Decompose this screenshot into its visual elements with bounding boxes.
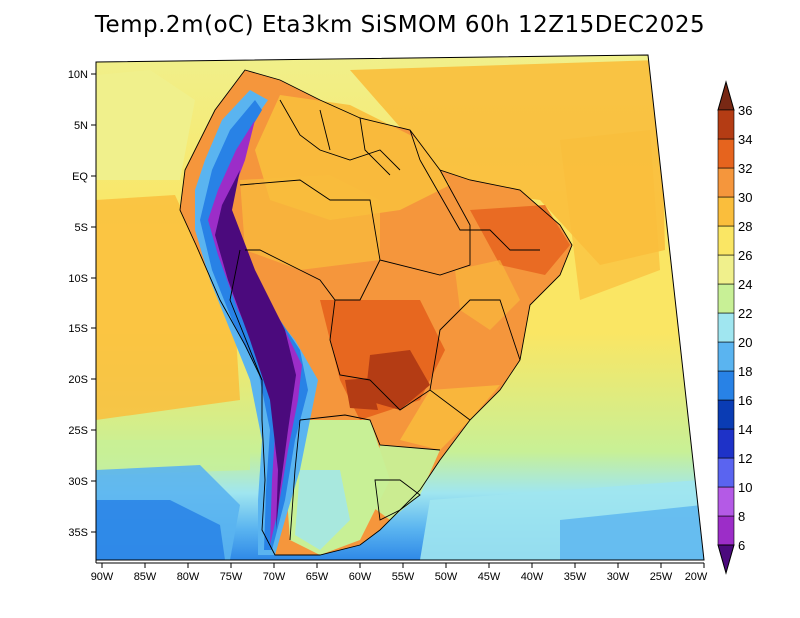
colorbar-label: 6 (738, 538, 745, 553)
lon-label: 80W (177, 571, 200, 583)
country-borders (179, 69, 573, 556)
colorbar-bin (717, 428, 735, 459)
colorbar-bin (717, 457, 735, 488)
colorbar-bin (717, 167, 735, 198)
lat-label: EQ (72, 171, 88, 183)
colorbar-bin (717, 138, 735, 169)
colorbar-bin (717, 515, 735, 546)
lat-label: 15S (68, 323, 88, 335)
colorbar-label: 12 (738, 451, 752, 466)
lat-label: 10N (68, 69, 88, 81)
lon-label: 30W (607, 571, 630, 583)
colorbar-label: 18 (738, 364, 752, 379)
lat-label: 30S (68, 476, 88, 488)
lon-label: 75W (220, 571, 243, 583)
temperature-field (96, 55, 704, 560)
colorbar-min-arrow (717, 544, 735, 575)
colorbar-bin (717, 109, 735, 140)
colorbar-label: 32 (738, 161, 752, 176)
colorbar-bin (717, 341, 735, 372)
lon-label: 55W (392, 571, 415, 583)
lon-label: 90W (91, 571, 114, 583)
colorbar: 6 8 10 12 14 16 18 20 22 24 26 28 30 32 34 36 (717, 80, 752, 575)
colorbar-label: 16 (738, 393, 752, 408)
colorbar-bin (717, 486, 735, 517)
lat-label: 5N (74, 120, 88, 132)
colorbar-label: 8 (738, 509, 745, 524)
lat-label: 25S (68, 425, 88, 437)
lat-label: 10S (68, 273, 88, 285)
colorbar-label: 28 (738, 219, 752, 234)
lat-label: 5S (75, 222, 88, 234)
lon-label: 40W (521, 571, 544, 583)
colorbar-label: 14 (738, 422, 752, 437)
colorbar-max-arrow (717, 80, 735, 111)
lon-label: 70W (263, 571, 286, 583)
colorbar-label: 24 (738, 277, 752, 292)
lon-axis: 90W 85W 80W 75W 70W 65W 60W 55W 50W 45W … (91, 563, 708, 583)
lon-label: 20W (685, 571, 708, 583)
lon-label: 65W (306, 571, 329, 583)
colorbar-label: 22 (738, 306, 752, 321)
lat-label: 20S (68, 374, 88, 386)
colorbar-bin (717, 254, 735, 285)
colorbar-label: 10 (738, 480, 752, 495)
lat-axis: 10N 5N EQ 5S 10S 15S 20S 25S 30S 35S (68, 69, 96, 539)
colorbar-label: 20 (738, 335, 752, 350)
colorbar-bin (717, 370, 735, 401)
colorbar-bin (717, 283, 735, 314)
lon-label: 50W (435, 571, 458, 583)
map-title: Temp.2m(oC) Eta3km SiSMOM 60h 12Z15DEC20… (94, 12, 706, 38)
colorbar-label: 30 (738, 190, 752, 205)
colorbar-label: 36 (738, 103, 752, 118)
colorbar-bin (717, 196, 735, 227)
colorbar-label: 34 (738, 132, 752, 147)
lon-label: 25W (650, 571, 673, 583)
lon-label: 60W (349, 571, 372, 583)
lon-label: 35W (564, 571, 587, 583)
colorbar-bin (717, 225, 735, 256)
lon-label: 85W (134, 571, 157, 583)
colorbar-label: 26 (738, 248, 752, 263)
colorbar-bin (717, 399, 735, 430)
colorbar-bin (717, 312, 735, 343)
lat-label: 35S (68, 527, 88, 539)
lon-label: 45W (478, 571, 501, 583)
